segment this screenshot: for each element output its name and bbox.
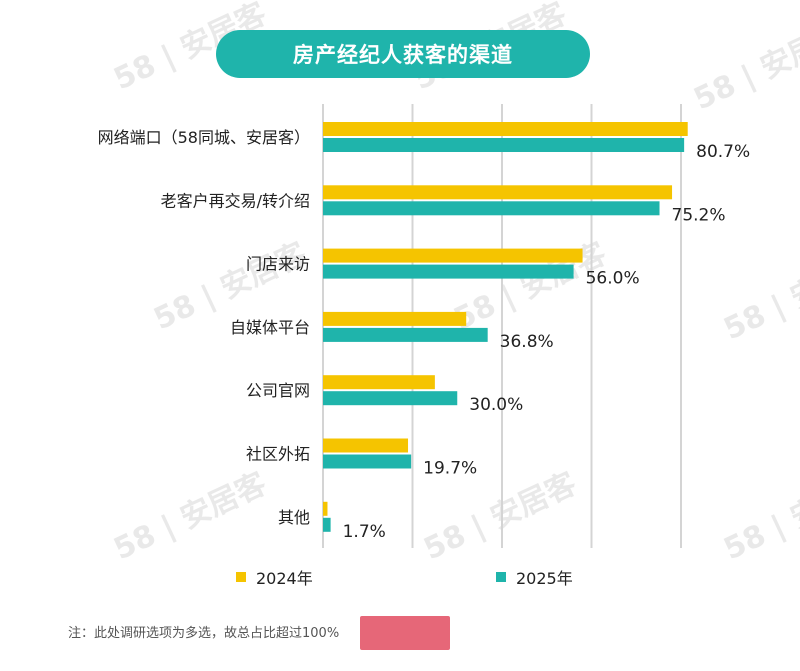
watermark: 58 | 安居客 — [419, 466, 582, 567]
category-label: 其他 — [278, 508, 310, 527]
bar — [323, 438, 409, 453]
legend-swatch-2025 — [496, 572, 506, 582]
bar — [323, 327, 488, 342]
data-label: 19.7% — [423, 459, 477, 479]
bar — [323, 391, 458, 406]
bar — [323, 138, 685, 152]
chart-title-banner: 房产经纪人获客的渠道 — [216, 30, 590, 78]
watermark: 58 | 安居客 — [719, 246, 800, 347]
data-label: 1.7% — [343, 522, 386, 542]
category-label: 老客户再交易/转介绍 — [161, 191, 310, 210]
category-label: 网络端口（58同城、安居客） — [98, 128, 310, 147]
legend-item-2025: 2025年 — [496, 565, 573, 589]
footnote: 注：此处调研选项为多选，故总占比超过100% — [68, 626, 340, 641]
watermark: 58 | 安居客 — [719, 466, 800, 567]
legend-item-2024: 2024年 — [236, 565, 313, 589]
bar — [323, 248, 583, 263]
data-label: 56.0% — [586, 269, 640, 289]
bar — [323, 501, 328, 516]
data-label: 80.7% — [696, 142, 750, 162]
bar — [323, 454, 412, 469]
legend-swatch-2024 — [236, 572, 246, 582]
data-label: 75.2% — [672, 205, 726, 225]
watermark: 58 | 安居客 — [109, 466, 272, 567]
category-label: 门店来访 — [246, 255, 310, 274]
bar — [323, 185, 673, 200]
data-label: 36.8% — [500, 332, 554, 352]
data-label: 30.0% — [469, 395, 523, 415]
bar — [323, 122, 688, 136]
bar — [323, 375, 435, 390]
source-stamp — [360, 616, 450, 650]
watermark: 58 | 安居客 — [689, 16, 800, 117]
category-label: 社区外拓 — [246, 445, 310, 464]
legend-label-2025: 2025年 — [516, 569, 573, 588]
bar — [323, 311, 467, 326]
category-label: 自媒体平台 — [230, 318, 310, 337]
bar — [323, 201, 660, 216]
category-label: 公司官网 — [246, 381, 310, 400]
legend-label-2024: 2024年 — [256, 569, 313, 588]
bar — [323, 517, 331, 532]
bar — [323, 264, 574, 279]
chart-title: 房产经纪人获客的渠道 — [293, 43, 513, 67]
